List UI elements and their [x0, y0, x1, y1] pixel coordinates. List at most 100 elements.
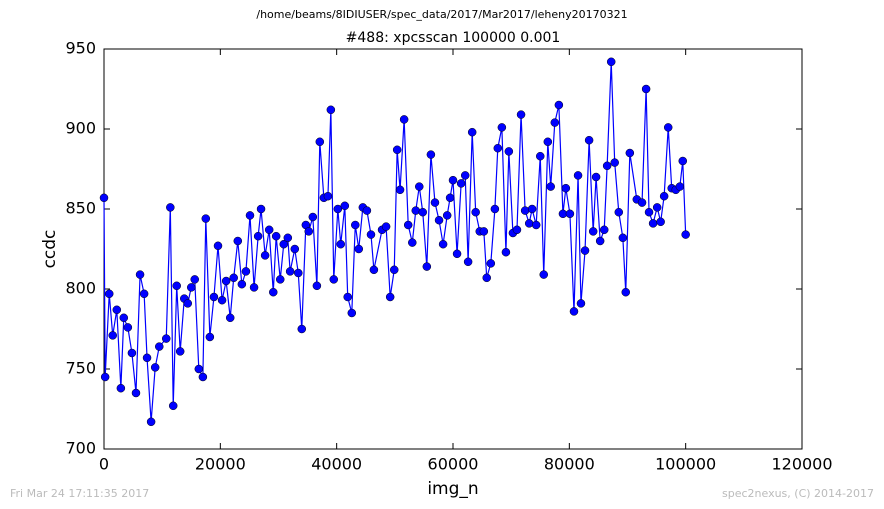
data-point: [221, 276, 231, 286]
data-point: [426, 150, 436, 159]
file-path: /home/beams/8IDIUSER/spec_data/2017/Mar2…: [256, 8, 627, 21]
data-point: [123, 323, 133, 332]
data-point: [490, 204, 500, 214]
data-point: [580, 246, 590, 255]
x-tick-label: 40000: [311, 455, 362, 474]
data-point: [194, 364, 204, 374]
data-point: [452, 249, 462, 259]
data-point: [308, 212, 318, 222]
data-point: [315, 137, 325, 147]
data-point: [618, 233, 628, 243]
data-point: [641, 84, 651, 94]
data-point: [445, 193, 455, 203]
data-point: [460, 171, 470, 180]
data-point: [198, 372, 208, 382]
data-point: [678, 156, 688, 166]
data-point: [269, 287, 278, 297]
data-point: [256, 204, 266, 214]
data-point: [264, 225, 274, 235]
data-point: [241, 267, 251, 276]
data-point: [369, 265, 379, 275]
data-point: [190, 275, 199, 284]
data-point: [539, 270, 548, 279]
data-point: [448, 175, 458, 185]
data-point: [554, 100, 564, 110]
data-point: [390, 265, 399, 275]
data-point: [304, 227, 313, 236]
data-point: [408, 238, 417, 247]
data-point: [139, 289, 149, 299]
x-axis-label: img_n: [427, 479, 478, 499]
y-axis-label: ccdc: [40, 230, 60, 269]
data-point: [217, 295, 227, 305]
plot-frame: [103, 48, 803, 450]
y-tick-label: 850: [65, 199, 96, 218]
data-point: [104, 289, 114, 299]
data-point: [347, 308, 357, 318]
data-point: [108, 331, 117, 340]
data-point: [385, 292, 395, 302]
data-point: [290, 244, 300, 254]
data-point: [366, 230, 376, 239]
data-point: [381, 222, 391, 231]
data-point: [150, 363, 160, 372]
x-tick-label: 60000: [428, 455, 479, 474]
data-point: [456, 179, 466, 188]
data-point: [245, 211, 255, 220]
data-point: [531, 220, 541, 230]
data-line: [103, 61, 687, 422]
footer-copyright: spec2nexus, (C) 2014-2017: [722, 487, 874, 500]
x-tick-label: 100000: [655, 455, 716, 474]
data-point: [333, 204, 343, 214]
data-point: [430, 198, 440, 207]
data-point: [434, 215, 444, 225]
data-point: [656, 217, 665, 227]
data-point: [659, 191, 669, 201]
data-point: [422, 262, 432, 271]
data-point: [527, 204, 537, 214]
y-tick-label: 750: [65, 359, 96, 378]
data-point: [493, 143, 503, 153]
data-point: [614, 207, 624, 217]
data-point: [606, 57, 616, 67]
data-point: [175, 347, 185, 356]
data-point: [652, 203, 662, 212]
data-point: [621, 287, 631, 297]
data-point: [681, 230, 690, 239]
data-point: [119, 313, 129, 323]
data-point: [625, 148, 635, 158]
data-point: [395, 185, 405, 195]
data-point: [279, 239, 288, 249]
data-point: [116, 383, 126, 393]
data-point: [501, 247, 511, 257]
data-point: [569, 307, 579, 316]
data-point: [479, 227, 489, 236]
data-point: [343, 292, 352, 302]
data-point: [112, 305, 122, 315]
data-point: [610, 158, 619, 167]
data-point: [516, 110, 526, 119]
data-point: [297, 324, 307, 334]
data-point: [354, 244, 364, 254]
data-point: [591, 172, 601, 182]
data-point: [584, 135, 594, 145]
x-tick-label: 20000: [195, 455, 246, 474]
x-tick-label: 0: [99, 455, 109, 474]
data-point: [326, 105, 336, 115]
data-point: [561, 183, 571, 193]
x-tick-label: 120000: [771, 455, 832, 474]
data-point: [512, 225, 522, 235]
data-point: [536, 151, 545, 161]
data-point: [166, 203, 175, 212]
data-point: [415, 182, 424, 191]
data-point: [471, 207, 480, 217]
data-point: [155, 342, 164, 351]
y-tick-label: 950: [65, 39, 96, 58]
data-point: [187, 283, 196, 292]
data-point: [323, 191, 333, 201]
data-point: [142, 353, 152, 363]
data-point: [127, 348, 137, 358]
data-point: [233, 236, 243, 246]
data-point: [442, 211, 452, 220]
data-point: [595, 236, 605, 246]
